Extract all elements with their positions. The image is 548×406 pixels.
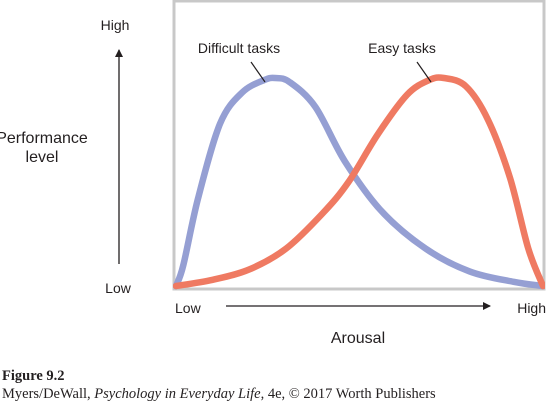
- x-axis-label: Arousal: [331, 330, 385, 347]
- series-label-difficult-tasks: Difficult tasks: [198, 40, 280, 56]
- y-tick-high: High: [101, 17, 130, 33]
- leader-line-difficult-tasks: [250, 61, 266, 83]
- figure-credit: Myers/DeWall, Psychology in Everyday Lif…: [2, 386, 436, 403]
- series-line-easy-tasks: [173, 74, 545, 290]
- x-tick-low: Low: [175, 300, 202, 316]
- series-label-easy-tasks: Easy tasks: [368, 40, 436, 56]
- leader-line-easy-tasks: [416, 61, 432, 83]
- y-axis-label-line-1: Performance: [0, 130, 88, 147]
- y-tick-low: Low: [105, 280, 132, 296]
- credit-book-title: Psychology in Everyday Life: [94, 386, 261, 402]
- series-line-difficult-tasks: [173, 74, 545, 290]
- credit-part: , 4e, © 2017 Worth Publishers: [260, 386, 436, 402]
- figure-number: Figure 9.2: [2, 368, 65, 384]
- y-axis-label-line-2: level: [26, 149, 59, 166]
- x-tick-high: High: [517, 300, 546, 316]
- plot-frame: [172, 0, 546, 291]
- credit-part: Myers/DeWall,: [2, 386, 95, 402]
